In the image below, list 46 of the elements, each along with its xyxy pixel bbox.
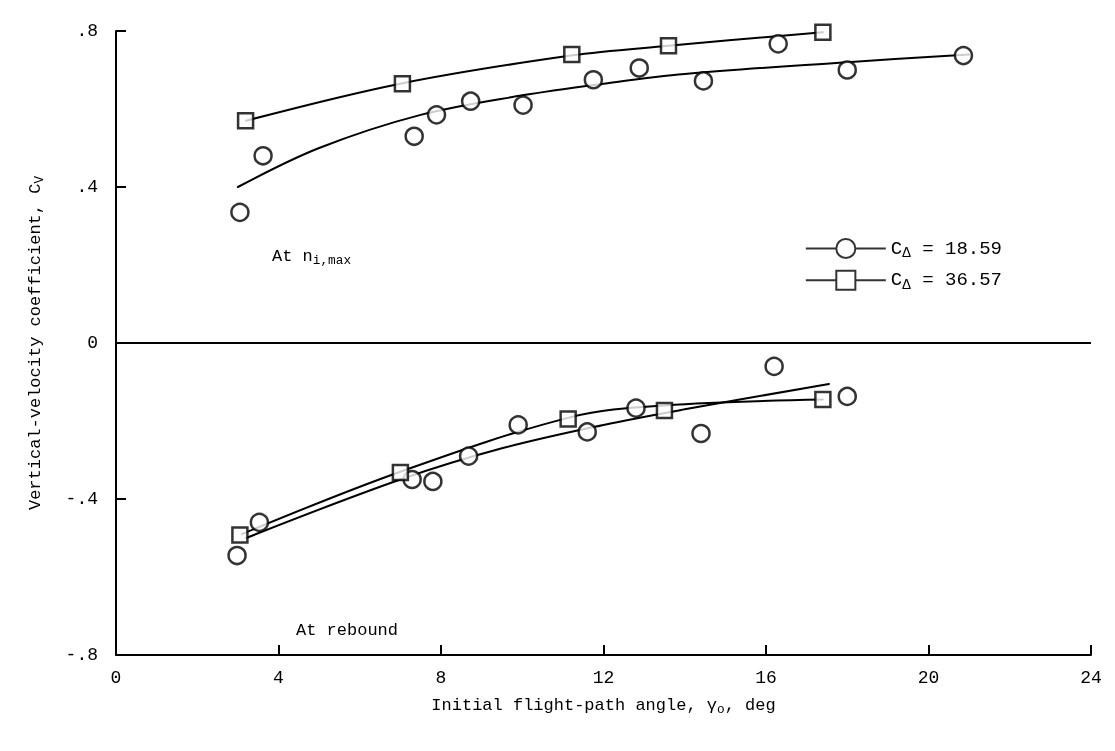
- point: [837, 60, 857, 80]
- annotation: At rebound: [296, 621, 399, 640]
- point: [513, 95, 533, 115]
- point: [249, 512, 270, 533]
- point: [768, 34, 788, 54]
- point: [460, 91, 481, 111]
- x-tick-label: 12: [592, 668, 615, 688]
- point: [764, 356, 784, 377]
- point: [231, 526, 249, 544]
- point: [227, 545, 247, 566]
- y-tick-label: .8: [76, 21, 98, 41]
- y-tick-label: 0: [87, 333, 98, 353]
- point: [814, 23, 832, 41]
- point: [629, 58, 649, 78]
- point: [404, 126, 424, 147]
- point: [583, 70, 604, 90]
- point: [814, 390, 832, 409]
- y-axis-title: Vertical-velocity coefficient, CV: [26, 175, 47, 511]
- point: [393, 74, 412, 93]
- x-tick-label: 8: [435, 668, 447, 688]
- point: [659, 37, 678, 55]
- point: [953, 45, 974, 66]
- point: [253, 146, 273, 166]
- y-tick-label: .4: [76, 177, 98, 197]
- y-tick-label: -.4: [65, 489, 98, 509]
- point: [837, 386, 857, 407]
- point: [563, 45, 581, 64]
- x-tick-label: 16: [755, 668, 777, 688]
- x-tick-label: 0: [110, 668, 122, 688]
- point: [655, 401, 674, 420]
- point: [423, 471, 443, 492]
- point: [236, 111, 255, 130]
- point: [426, 105, 447, 125]
- point: [626, 398, 646, 418]
- y-tick-label: -.8: [65, 645, 98, 665]
- point: [691, 423, 711, 444]
- x-tick-label: 4: [273, 668, 284, 688]
- point: [693, 71, 714, 91]
- x-tick-label: 24: [1080, 668, 1102, 688]
- point: [458, 446, 479, 466]
- point: [559, 410, 577, 428]
- point: [230, 202, 250, 223]
- x-tick-label: 20: [917, 668, 940, 688]
- point: [577, 422, 597, 442]
- point: [508, 415, 528, 435]
- point: [391, 463, 410, 482]
